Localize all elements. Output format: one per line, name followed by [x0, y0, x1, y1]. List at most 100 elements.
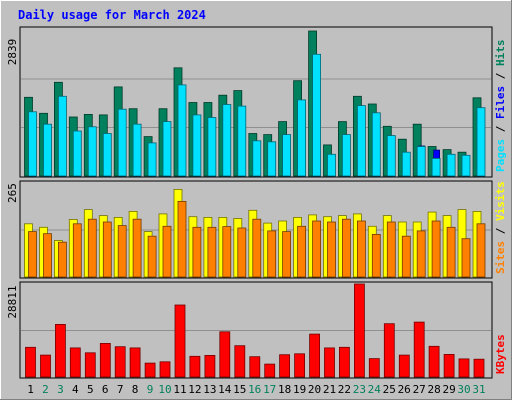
kbytes-bar-29: [443, 353, 455, 378]
day-label-15: 15: [233, 383, 246, 396]
kbytes-bar-22: [338, 346, 350, 378]
legend-visits: Visits: [494, 181, 507, 221]
kbytes-bar-4: [69, 347, 81, 378]
day-label-25: 25: [383, 383, 396, 396]
day-label-1: 1: [27, 383, 34, 396]
kbytes-bar-12: [189, 355, 201, 378]
day-label-3: 3: [57, 383, 64, 396]
kbytes-bar-7: [114, 346, 126, 378]
sites-bar-12: [192, 226, 202, 278]
legend-kbytes: KBytes: [494, 334, 507, 374]
pages-bar-8: [132, 123, 142, 177]
pages-bar-17: [267, 141, 277, 177]
sites-bar-14: [222, 226, 232, 278]
kbytes-bar-9: [144, 362, 156, 378]
day-label-31: 31: [472, 383, 485, 396]
sites-bar-30: [461, 238, 471, 278]
kbytes-bar-20: [309, 333, 321, 378]
kbytes-bar-28: [428, 345, 440, 378]
kbytes-bar-30: [458, 358, 470, 378]
visits-panel-legend: Sites / Visits: [494, 181, 507, 274]
kbytes-bar-27: [413, 321, 425, 378]
day-label-29: 29: [442, 383, 455, 396]
pages-bar-11: [177, 84, 187, 177]
kbytes-axis-max-label: 28811: [6, 285, 19, 318]
hits-panel-legend: Pages / Files / Hits: [494, 40, 507, 173]
day-label-6: 6: [102, 383, 109, 396]
day-label-24: 24: [368, 383, 382, 396]
pages-bar-22: [341, 134, 351, 177]
day-label-11: 11: [173, 383, 186, 396]
day-label-21: 21: [323, 383, 336, 396]
pages-bar-9: [147, 142, 157, 177]
sites-bar-11: [177, 200, 187, 278]
pages-bar-27: [416, 146, 426, 177]
legend-sep-1: /: [494, 119, 507, 139]
pages-bar-16: [252, 140, 262, 177]
sites-bar-7: [117, 225, 127, 278]
sites-bar-3: [58, 241, 67, 278]
sites-bar-8: [132, 218, 142, 278]
pages-bar-26: [401, 151, 411, 177]
day-label-9: 9: [147, 383, 154, 396]
sites-bar-26: [401, 235, 411, 278]
sites-bar-31: [476, 223, 486, 278]
x-axis-day-labels: 1 2 3 4 5 6 7 8 9 10 11 12 13 14 15 16 17 18 19 20 21 22 23 24 2…: [27, 383, 485, 396]
kbytes-bar-31: [473, 358, 485, 378]
sites-bar-15: [237, 227, 247, 278]
day-label-5: 5: [87, 383, 94, 396]
sites-bar-2: [43, 233, 52, 278]
kbytes-bar-25: [383, 323, 395, 378]
day-label-8: 8: [132, 383, 139, 396]
sites-bar-21: [327, 221, 336, 278]
kbytes-panel-legend: KBytes: [494, 334, 507, 374]
pages-bar-2: [43, 123, 52, 177]
sites-bar-19: [297, 225, 307, 278]
pages-bar-12: [192, 114, 202, 177]
legend-files: Files: [494, 86, 507, 119]
sites-bar-28: [431, 220, 441, 278]
kbytes-bar-19: [294, 353, 306, 378]
day-label-17: 17: [263, 383, 276, 396]
kbytes-bar-5: [84, 352, 96, 378]
sites-bar-5: [87, 218, 97, 278]
sites-bar-24: [371, 233, 381, 278]
pages-bar-21: [327, 153, 336, 177]
pages-bar-4: [72, 130, 82, 177]
sites-bar-16: [252, 218, 262, 278]
kbytes-bar-15: [234, 345, 246, 378]
kbytes-bar-21: [324, 347, 335, 378]
pages-bar-5: [87, 126, 97, 177]
sites-bar-18: [282, 231, 292, 278]
kbytes-bar-1: [25, 346, 36, 378]
legend-sep-3: /: [494, 221, 507, 241]
kbytes-bar-18: [279, 354, 291, 378]
kbytes-bar-10: [159, 361, 171, 378]
kbytes-bar-8: [129, 347, 141, 378]
kbytes-bar-2: [40, 354, 51, 378]
day-label-27: 27: [413, 383, 426, 396]
day-label-18: 18: [278, 383, 291, 396]
pages-bar-24: [371, 112, 381, 177]
sites-bar-20: [312, 220, 322, 278]
sites-bar-9: [147, 235, 157, 278]
pages-bar-13: [207, 117, 217, 177]
sites-bar-22: [341, 218, 351, 278]
day-label-14: 14: [218, 383, 232, 396]
day-label-30: 30: [457, 383, 470, 396]
pages-bar-14: [222, 104, 232, 177]
pages-bar-18: [282, 134, 292, 177]
day-label-22: 22: [338, 383, 351, 396]
sites-bar-17: [267, 230, 277, 278]
sites-bar-25: [386, 221, 396, 278]
kbytes-bar-23: [353, 283, 365, 378]
pages-bar-30: [461, 154, 471, 177]
pages-bar-7: [117, 108, 127, 177]
pages-bar-29: [446, 153, 456, 177]
legend-sites: Sites: [494, 241, 507, 274]
pages-bar-10: [162, 121, 172, 177]
sites-bar-29: [446, 226, 456, 278]
day-label-28: 28: [427, 383, 440, 396]
